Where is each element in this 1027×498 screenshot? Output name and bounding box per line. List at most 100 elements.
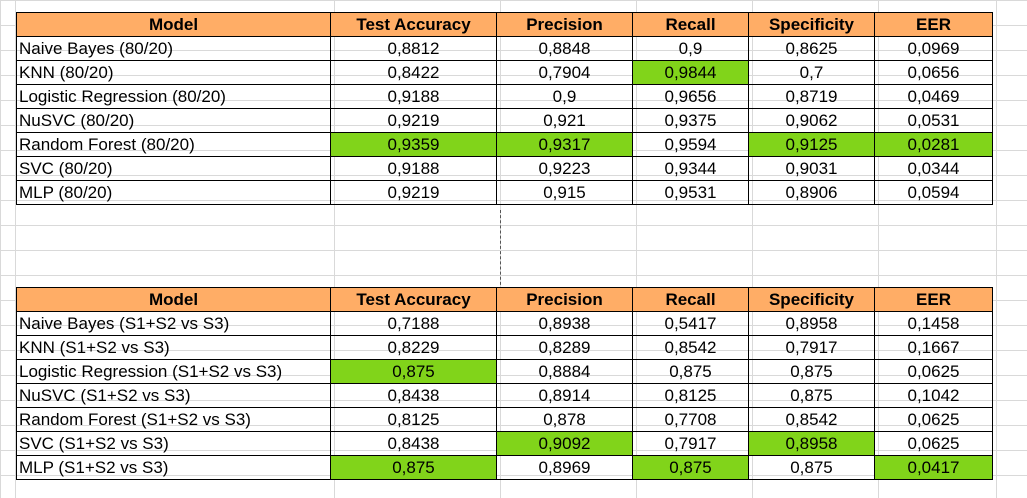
metric-cell[interactable]: 0,0656 — [874, 60, 993, 85]
metric-cell[interactable]: 0,9375 — [632, 108, 749, 133]
metric-cell[interactable]: 0,8958 — [748, 311, 875, 336]
column-header[interactable]: Recall — [632, 12, 749, 37]
metric-cell[interactable]: 0,7 — [748, 60, 875, 85]
model-name-cell[interactable]: NuSVC (80/20) — [16, 108, 331, 133]
metric-cell[interactable]: 0,8125 — [632, 383, 749, 408]
column-header[interactable]: Precision — [496, 12, 633, 37]
metric-cell[interactable]: 0,7904 — [496, 60, 633, 85]
metric-cell[interactable]: 0,9092 — [496, 431, 633, 456]
metric-cell[interactable]: 0,875 — [632, 359, 749, 384]
column-header[interactable]: Test Accuracy — [330, 12, 497, 37]
metric-cell[interactable]: 0,8229 — [330, 335, 497, 360]
model-name-cell[interactable]: MLP (S1+S2 vs S3) — [16, 455, 331, 480]
metric-cell[interactable]: 0,9594 — [632, 132, 749, 157]
model-name-cell[interactable]: MLP (80/20) — [16, 180, 331, 205]
metric-cell[interactable]: 0,5417 — [632, 311, 749, 336]
metric-cell[interactable]: 0,9344 — [632, 156, 749, 181]
metric-cell[interactable]: 0,0469 — [874, 84, 993, 109]
metric-cell[interactable]: 0,921 — [496, 108, 633, 133]
metric-cell[interactable]: 0,8289 — [496, 335, 633, 360]
metric-cell[interactable]: 0,9531 — [632, 180, 749, 205]
metric-cell[interactable]: 0,9062 — [748, 108, 875, 133]
metric-cell[interactable]: 0,8125 — [330, 407, 497, 432]
model-name-cell[interactable]: Logistic Regression (S1+S2 vs S3) — [16, 359, 331, 384]
metric-cell[interactable]: 0,7708 — [632, 407, 749, 432]
metric-cell[interactable]: 0,9359 — [330, 132, 497, 157]
metric-cell[interactable]: 0,915 — [496, 180, 633, 205]
model-name-cell[interactable]: Naive Bayes (S1+S2 vs S3) — [16, 311, 331, 336]
metric-cell[interactable]: 0,9125 — [748, 132, 875, 157]
metric-cell[interactable]: 0,9656 — [632, 84, 749, 109]
metric-cell[interactable]: 0,9223 — [496, 156, 633, 181]
metric-cell[interactable]: 0,7917 — [632, 431, 749, 456]
metric-cell[interactable]: 0,9317 — [496, 132, 633, 157]
metric-cell[interactable]: 0,8938 — [496, 311, 633, 336]
column-header[interactable]: Recall — [632, 287, 749, 312]
column-header[interactable]: Specificity — [748, 12, 875, 37]
grid-column-line — [996, 0, 997, 498]
metric-cell[interactable]: 0,8906 — [748, 180, 875, 205]
metric-cell[interactable]: 0,0417 — [874, 455, 993, 480]
column-header[interactable]: Model — [16, 12, 331, 37]
metric-cell[interactable]: 0,8438 — [330, 431, 497, 456]
metric-cell[interactable]: 0,8625 — [748, 36, 875, 61]
metric-cell[interactable]: 0,0594 — [874, 180, 993, 205]
metric-cell[interactable]: 0,0969 — [874, 36, 993, 61]
metric-cell[interactable]: 0,875 — [632, 455, 749, 480]
column-header[interactable]: Precision — [496, 287, 633, 312]
model-name-cell[interactable]: Logistic Regression (80/20) — [16, 84, 331, 109]
metric-cell[interactable]: 0,9219 — [330, 180, 497, 205]
metric-cell[interactable]: 0,7917 — [748, 335, 875, 360]
model-name-cell[interactable]: SVC (80/20) — [16, 156, 331, 181]
metric-cell[interactable]: 0,9188 — [330, 84, 497, 109]
metric-cell[interactable]: 0,9219 — [330, 108, 497, 133]
metric-cell[interactable]: 0,0625 — [874, 431, 993, 456]
metric-cell[interactable]: 0,8542 — [632, 335, 749, 360]
metric-cell[interactable]: 0,8848 — [496, 36, 633, 61]
metric-cell[interactable]: 0,9031 — [748, 156, 875, 181]
model-name-cell[interactable]: NuSVC (S1+S2 vs S3) — [16, 383, 331, 408]
model-name-cell[interactable]: KNN (80/20) — [16, 60, 331, 85]
table-row: MLP (80/20) 0,9219 0,915 0,9531 0,8906 0,0594 — [16, 180, 993, 205]
model-name-cell[interactable]: SVC (S1+S2 vs S3) — [16, 431, 331, 456]
metric-cell[interactable]: 0,0344 — [874, 156, 993, 181]
metric-cell[interactable]: 0,9844 — [632, 60, 749, 85]
metric-cell[interactable]: 0,1458 — [874, 311, 993, 336]
grid-column-line — [334, 0, 335, 498]
metric-cell[interactable]: 0,8914 — [496, 383, 633, 408]
metric-cell[interactable]: 0,0281 — [874, 132, 993, 157]
model-name-cell[interactable]: Naive Bayes (80/20) — [16, 36, 331, 61]
metric-cell[interactable]: 0,8719 — [748, 84, 875, 109]
metric-cell[interactable]: 0,875 — [330, 359, 497, 384]
metric-cell[interactable]: 0,875 — [748, 359, 875, 384]
metric-cell[interactable]: 0,8438 — [330, 383, 497, 408]
metric-cell[interactable]: 0,7188 — [330, 311, 497, 336]
metric-cell[interactable]: 0,878 — [496, 407, 633, 432]
metric-cell[interactable]: 0,9188 — [330, 156, 497, 181]
metric-cell[interactable]: 0,875 — [748, 383, 875, 408]
metric-cell[interactable]: 0,8958 — [748, 431, 875, 456]
metric-cell[interactable]: 0,875 — [330, 455, 497, 480]
metric-cell[interactable]: 0,1667 — [874, 335, 993, 360]
metric-cell[interactable]: 0,9 — [496, 84, 633, 109]
metric-cell[interactable]: 0,875 — [748, 455, 875, 480]
metric-cell[interactable]: 0,0625 — [874, 407, 993, 432]
metric-cell[interactable]: 0,0625 — [874, 359, 993, 384]
metric-cell[interactable]: 0,1042 — [874, 383, 993, 408]
metric-cell[interactable]: 0,0531 — [874, 108, 993, 133]
metric-cell[interactable]: 0,8812 — [330, 36, 497, 61]
metric-cell[interactable]: 0,8542 — [748, 407, 875, 432]
column-header[interactable]: Model — [16, 287, 331, 312]
metric-cell[interactable]: 0,8884 — [496, 359, 633, 384]
metric-cell[interactable]: 0,9 — [632, 36, 749, 61]
model-name-cell[interactable]: Random Forest (80/20) — [16, 132, 331, 157]
table-row: MLP (S1+S2 vs S3) 0,875 0,8969 0,875 0,875 0,… — [16, 455, 993, 480]
column-header[interactable]: EER — [874, 12, 993, 37]
column-header[interactable]: Test Accuracy — [330, 287, 497, 312]
model-name-cell[interactable]: Random Forest (S1+S2 vs S3) — [16, 407, 331, 432]
metric-cell[interactable]: 0,8422 — [330, 60, 497, 85]
column-header[interactable]: EER — [874, 287, 993, 312]
model-name-cell[interactable]: KNN (S1+S2 vs S3) — [16, 335, 331, 360]
metric-cell[interactable]: 0,8969 — [496, 455, 633, 480]
column-header[interactable]: Specificity — [748, 287, 875, 312]
